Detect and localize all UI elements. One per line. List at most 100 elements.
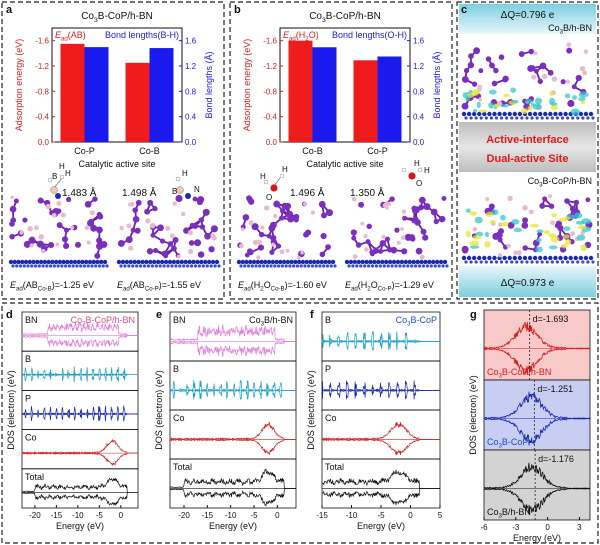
- label-part: B-CoP/h-BN: [98, 11, 153, 22]
- bn-atom: [84, 259, 89, 265]
- bn-atom: [464, 116, 468, 120]
- charge-density-lobe: [478, 109, 488, 113]
- b-atom: [181, 211, 186, 217]
- b-atom: [522, 205, 528, 211]
- bn-atom: [494, 260, 499, 264]
- bn-atom: [38, 259, 44, 265]
- co-atom: [144, 208, 151, 215]
- dos-spin-down: [21, 452, 138, 466]
- b-atom: [302, 202, 308, 207]
- bn-atom: [278, 259, 283, 265]
- charge-density-lobe: [558, 217, 568, 222]
- charge-density-lobe: [550, 102, 558, 106]
- bn-atom: [68, 259, 74, 265]
- co-atom: [210, 225, 218, 233]
- adsorption-energy-left: Ead(ABCo-B)=-1.25 eV: [10, 280, 94, 293]
- charge-density-lobe: [563, 226, 571, 231]
- atom-label: H: [414, 159, 420, 168]
- bn-atom: [86, 264, 90, 268]
- co-atom: [461, 75, 469, 83]
- co-atom: [441, 195, 447, 201]
- co-atom: [132, 215, 140, 223]
- oxygen-atom: [408, 172, 416, 180]
- x-tick-label: -15: [316, 511, 328, 520]
- co-atom: [518, 51, 525, 58]
- charge-density-lobe: [469, 240, 480, 246]
- dos-track-label: Co: [325, 413, 337, 423]
- co-atom: [132, 207, 139, 214]
- charge-density-lobe: [489, 219, 496, 225]
- label-part: B/h-BN: [264, 315, 293, 325]
- charge-density-lobe: [576, 234, 586, 241]
- label-part: 3: [499, 373, 503, 380]
- co-atom: [273, 200, 281, 208]
- bn-atom: [494, 116, 499, 120]
- y-axis-label-right: Bond lengths (Å): [432, 51, 442, 118]
- co-atom: [96, 211, 103, 218]
- bn-atom: [370, 264, 375, 268]
- bn-atom: [201, 264, 205, 268]
- co-atom: [567, 99, 575, 108]
- bn-atom: [469, 116, 473, 120]
- b-atom: [172, 201, 177, 206]
- bn-atom: [499, 260, 504, 264]
- bn-atom: [205, 264, 209, 268]
- interface-line-2: Dual-active Site: [487, 153, 569, 165]
- co-atom: [478, 68, 484, 74]
- bn-atom: [391, 259, 397, 265]
- b-atom: [149, 222, 156, 229]
- co-atom: [266, 233, 272, 239]
- bn-atom: [67, 264, 71, 268]
- legend-bond-length: Bond lengths(B-H): [105, 30, 179, 40]
- tick-label-left: -0.4: [35, 113, 49, 122]
- bn-atom: [560, 116, 565, 120]
- b-atom: [296, 255, 301, 260]
- bn-atom: [479, 260, 483, 264]
- bn-atom: [95, 259, 100, 265]
- b-atom: [145, 218, 151, 224]
- b-atom: [516, 250, 522, 256]
- bn-atom: [581, 116, 585, 120]
- bn-atom: [356, 259, 361, 265]
- interface-line-1: Active-interface: [486, 134, 569, 146]
- legend-energy: Ead(H2O): [283, 30, 319, 43]
- category-label: Co-B: [302, 146, 323, 156]
- bn-atom: [94, 264, 98, 268]
- charge-density-lobe: [565, 238, 572, 246]
- bn-atom: [380, 259, 385, 265]
- bn-atom: [566, 116, 570, 120]
- charge-density-lobe: [531, 103, 536, 107]
- bn-atom: [171, 259, 177, 265]
- dos-track-label: B: [25, 354, 31, 364]
- boron-atom: [50, 186, 58, 194]
- tick-label-right: 1.6: [413, 37, 425, 46]
- b-atom: [176, 254, 181, 259]
- co-atom: [284, 202, 292, 210]
- bn-atom: [558, 255, 563, 261]
- charge-density-lobe: [570, 108, 580, 116]
- charge-bottom: ΔQ=0.973 e: [501, 278, 555, 289]
- bn-atom: [550, 116, 554, 120]
- bn-atom: [281, 259, 287, 265]
- label-part: 2: [367, 286, 371, 293]
- bn-atom: [99, 259, 104, 265]
- charge-density-lobe: [580, 244, 587, 252]
- co-atom: [153, 248, 159, 254]
- co-atom: [125, 236, 133, 244]
- x-axis-label: Energy (eV): [56, 521, 104, 531]
- label-part: 3: [322, 17, 326, 24]
- co-atom: [569, 205, 577, 213]
- panel-title: Co3B-CoP/h-BN: [71, 315, 135, 328]
- bn-atom: [82, 264, 87, 268]
- bn-atom: [363, 264, 367, 268]
- co-atom: [571, 84, 577, 90]
- x-tick-label: 0: [119, 511, 124, 520]
- co-atom: [189, 222, 195, 228]
- y-axis-label: DOS (electron) (eV): [468, 375, 478, 455]
- co-atom: [96, 242, 104, 250]
- co-atom: [63, 242, 70, 250]
- bn-atom: [330, 259, 336, 265]
- bn-atom: [315, 259, 321, 265]
- bn-atom: [411, 259, 416, 265]
- bn-atom: [434, 259, 440, 265]
